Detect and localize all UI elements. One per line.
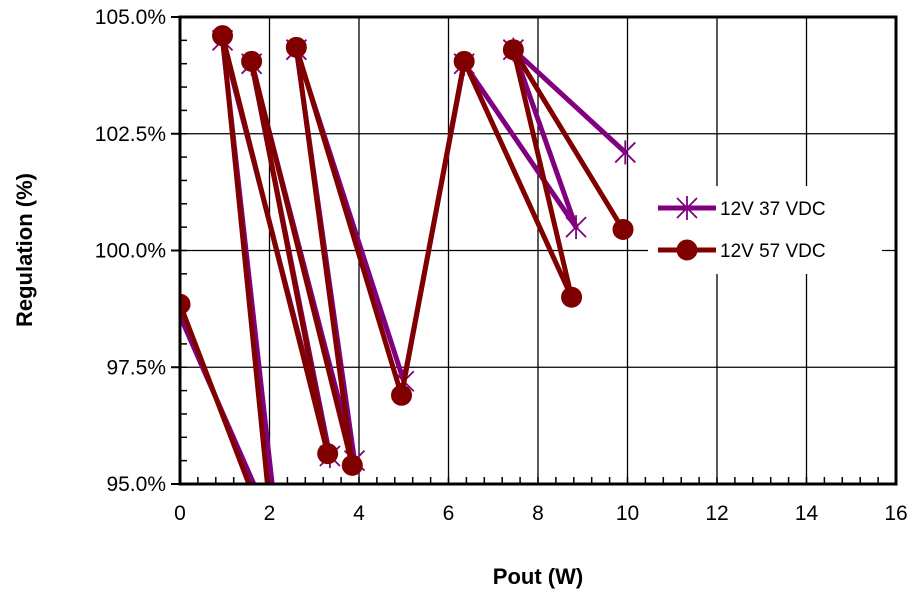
data-point-series-2 bbox=[212, 25, 234, 47]
x-axis-title: Pout (W) bbox=[493, 564, 583, 589]
data-point-series-2 bbox=[391, 384, 413, 406]
data-point-series-2 bbox=[502, 39, 524, 61]
x-tick-label: 0 bbox=[174, 502, 186, 525]
x-tick-label: 14 bbox=[795, 502, 819, 525]
series-line-2 bbox=[180, 33, 626, 484]
x-tick-label: 6 bbox=[443, 502, 455, 525]
data-point-series-1 bbox=[614, 140, 636, 165]
legend: 12V 37 VDC 12V 57 VDC bbox=[648, 186, 882, 274]
data-point-series-2 bbox=[285, 36, 307, 58]
y-tick-label: 100.0% bbox=[95, 240, 166, 263]
data-point-series-2 bbox=[317, 443, 339, 465]
x-tick-label: 4 bbox=[353, 502, 365, 525]
x-tick-label: 16 bbox=[884, 502, 907, 525]
x-tick-label: 10 bbox=[616, 502, 639, 525]
data-point-series-1 bbox=[268, 528, 288, 552]
data-point-series-2 bbox=[612, 218, 634, 240]
x-tick-label: 2 bbox=[264, 502, 276, 525]
data-point-series-2 bbox=[561, 286, 583, 308]
legend-label: 12V 57 VDC bbox=[720, 241, 826, 262]
tick-labels: 0 2 4 6 8 10 12 14 16 95.0% 97.5% 100.0% 102.5% 105.0… bbox=[95, 6, 908, 525]
y-tick-label: 97.5% bbox=[106, 356, 166, 379]
y-tick-label: 95.0% bbox=[106, 473, 166, 496]
data-point-series-1 bbox=[565, 215, 587, 240]
legend-label: 12V 37 VDC bbox=[720, 199, 826, 220]
x-tick-label: 12 bbox=[705, 502, 728, 525]
data-point-series-2 bbox=[264, 539, 284, 559]
y-tick-label: 102.5% bbox=[95, 123, 166, 146]
x-tick-label: 8 bbox=[532, 502, 544, 525]
data-point-series-2 bbox=[341, 454, 363, 476]
plot-frame bbox=[178, 15, 898, 486]
y-tick-label: 105.0% bbox=[95, 6, 166, 29]
data-point-series-2 bbox=[241, 50, 263, 72]
data-point-series-2 bbox=[180, 293, 191, 315]
series-layer bbox=[180, 25, 636, 559]
legend-marker bbox=[676, 196, 698, 220]
y-axis-title: Regulation (%) bbox=[12, 173, 37, 327]
legend-marker bbox=[676, 239, 698, 261]
data-point-series-2 bbox=[453, 50, 475, 72]
